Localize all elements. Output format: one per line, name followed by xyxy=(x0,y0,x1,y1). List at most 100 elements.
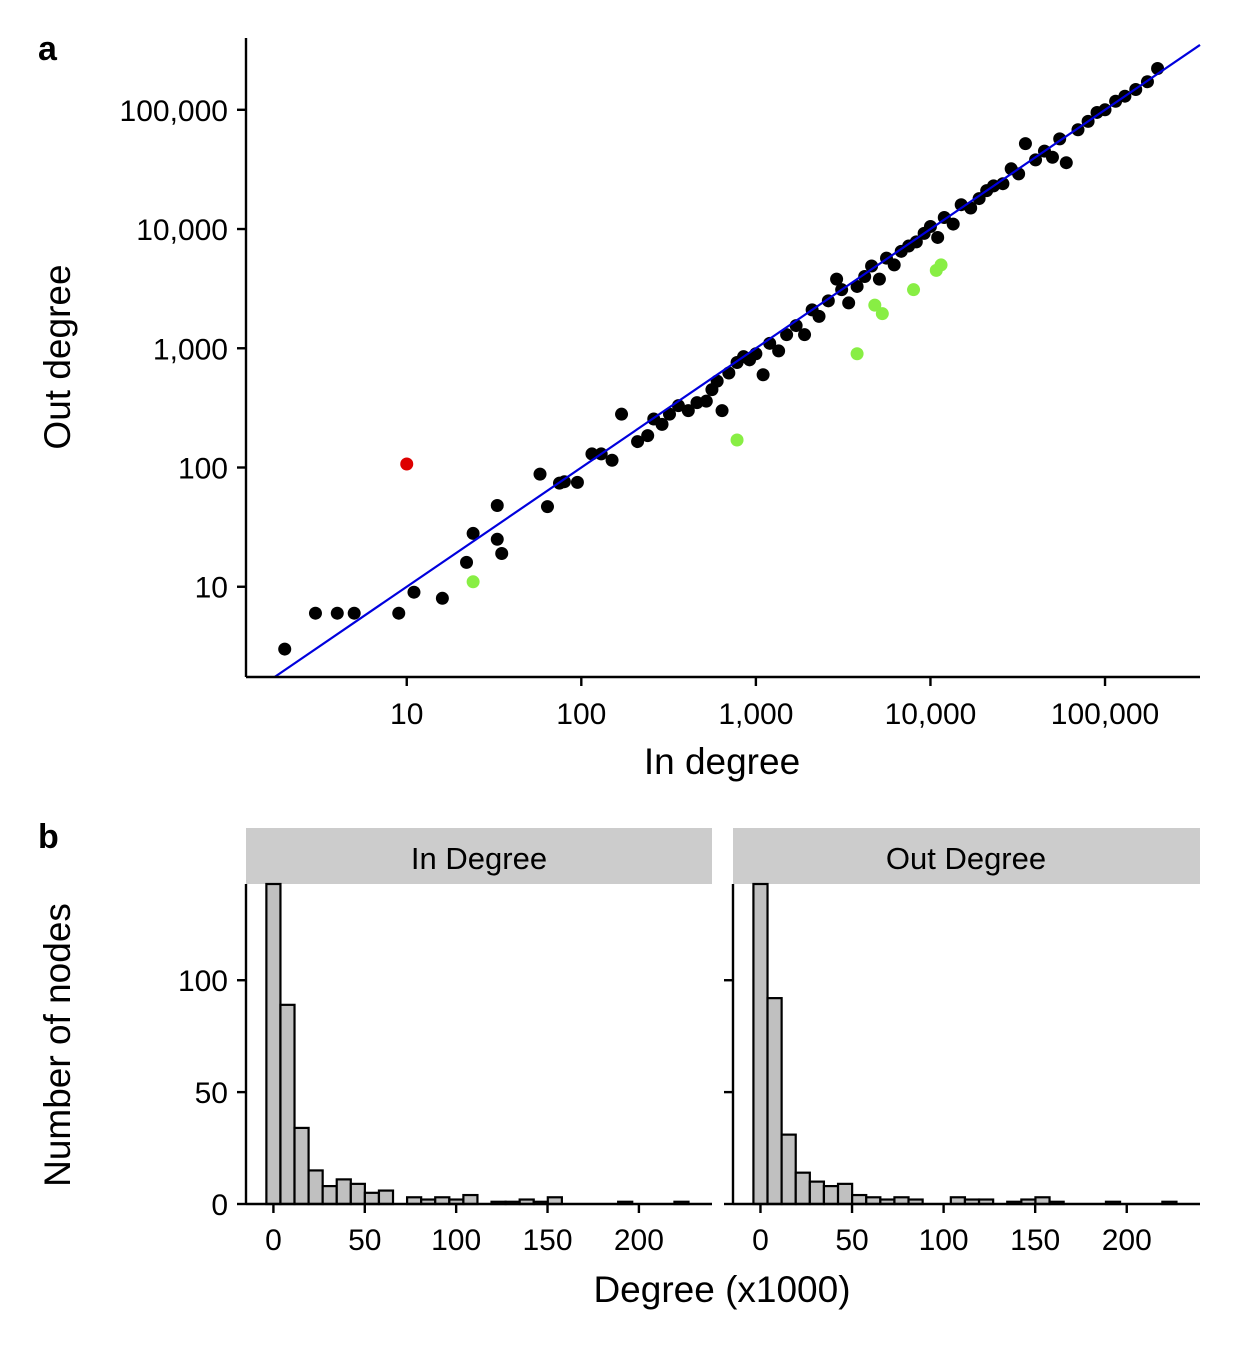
y-axis-title: Out degree xyxy=(37,264,78,449)
scatter-point xyxy=(1029,153,1043,167)
scatter-point xyxy=(772,344,786,358)
histogram-bars xyxy=(265,882,690,1206)
histogram-bar xyxy=(349,1182,366,1206)
scatter-point xyxy=(730,433,744,447)
scatter-point xyxy=(308,606,322,620)
scatter-point xyxy=(887,258,901,272)
scatter-point xyxy=(435,591,449,605)
facet-strip-in xyxy=(246,828,712,884)
y-tick-label: 10,000 xyxy=(136,214,228,247)
scatter-point xyxy=(875,307,889,321)
histogram-bar xyxy=(335,1178,352,1206)
panel-label-a: a xyxy=(38,30,58,68)
fit-line xyxy=(273,44,1201,678)
scatter-point xyxy=(830,272,844,286)
scatter-point xyxy=(722,366,736,380)
histogram-bar xyxy=(794,1171,811,1206)
scatter-point xyxy=(347,606,361,620)
scatter-point xyxy=(495,547,509,561)
scatter-point xyxy=(699,394,713,408)
y-ticks: 0 50 100 xyxy=(178,965,246,1222)
scatter-panel: 10 100 1,000 10,000 100,000 10 100 1,000 10,000… xyxy=(37,38,1201,782)
scatter-point xyxy=(681,404,695,418)
scatter-point xyxy=(907,283,921,297)
scatter-point xyxy=(931,230,945,244)
histogram-bar xyxy=(265,882,282,1206)
scatter-point xyxy=(490,532,504,546)
scatter-point xyxy=(540,500,554,514)
scatter-point xyxy=(909,235,923,249)
scatter-point xyxy=(615,407,629,421)
scatter-point xyxy=(533,467,547,481)
scatter-point xyxy=(570,475,584,489)
x-tick-label: 50 xyxy=(835,1224,868,1257)
scatter-point xyxy=(812,309,826,323)
y-tick-label: 50 xyxy=(195,1077,228,1110)
panel-label-b: b xyxy=(38,818,59,856)
histogram-bar xyxy=(752,882,769,1206)
histogram-bar xyxy=(293,1126,310,1206)
scatter-point xyxy=(330,606,344,620)
scatter-point xyxy=(605,453,619,467)
x-tick-label: 50 xyxy=(348,1224,381,1257)
scatter-point xyxy=(392,606,406,620)
scatter-point xyxy=(641,429,655,443)
y-tick-label: 100 xyxy=(178,965,228,998)
y-axis-title: Number of nodes xyxy=(37,903,78,1187)
y-tick-label: 100 xyxy=(178,453,228,486)
histogram-bar xyxy=(766,997,783,1206)
x-tick-label: 100 xyxy=(556,698,606,731)
scatter-point xyxy=(1045,150,1059,164)
histogram-bars xyxy=(752,882,1178,1206)
facet-title-in: In Degree xyxy=(411,841,547,876)
x-tick-label: 100 xyxy=(919,1224,969,1257)
y-tick-label: 0 xyxy=(211,1189,228,1222)
scatter-point xyxy=(850,279,864,293)
histogram-bar xyxy=(780,1133,797,1206)
scatter-point xyxy=(872,272,886,286)
x-ticks: 0 50 100 150 200 xyxy=(265,1204,664,1257)
x-tick-label: 150 xyxy=(522,1224,572,1257)
scatter-point xyxy=(400,457,414,471)
scatter-point xyxy=(1059,156,1073,170)
histogram-in-degree: In Degree 0 50 100 150 200 0 50 100 Number of … xyxy=(37,828,712,1257)
scatter-point xyxy=(655,417,669,431)
y-ticks xyxy=(724,979,733,1206)
x-tick-label: 150 xyxy=(1010,1224,1060,1257)
x-axis-title: In degree xyxy=(644,741,800,782)
y-tick-label: 100,000 xyxy=(120,95,228,128)
scatter-point xyxy=(715,404,729,418)
scatter-point xyxy=(490,499,504,513)
y-tick-label: 1,000 xyxy=(153,333,228,366)
histogram-bar xyxy=(808,1180,826,1206)
x-tick-label: 10,000 xyxy=(885,698,977,731)
x-tick-label: 10 xyxy=(390,698,423,731)
scatter-point xyxy=(466,526,480,540)
scatter-points xyxy=(278,61,1165,656)
scatter-point xyxy=(934,258,948,272)
scatter-point xyxy=(865,259,879,273)
x-ticks: 10 100 1,000 10,000 100,000 xyxy=(390,677,1159,731)
facet-title-out: Out Degree xyxy=(886,841,1046,876)
histogram-bar xyxy=(851,1193,868,1206)
x-tick-label: 0 xyxy=(752,1224,769,1257)
histogram-bar xyxy=(462,1193,479,1206)
histogram-out-degree: Out Degree 0 50 100 150 200 xyxy=(724,828,1200,1257)
scatter-point xyxy=(460,555,474,569)
histogram-bar xyxy=(377,1189,395,1206)
facet-strip-out xyxy=(733,828,1200,884)
scatter-point xyxy=(662,407,676,421)
scatter-point xyxy=(756,368,770,382)
scatter-point xyxy=(868,298,882,312)
scatter-point xyxy=(923,220,937,234)
histogram-bar xyxy=(836,1182,854,1206)
x-tick-label: 100 xyxy=(431,1224,481,1257)
scatter-point xyxy=(631,435,645,449)
scatter-point xyxy=(278,642,292,656)
scatter-point xyxy=(557,475,571,489)
scatter-point xyxy=(407,585,421,599)
x-tick-label: 100,000 xyxy=(1051,698,1159,731)
histogram-bar xyxy=(279,1003,296,1206)
scatter-point xyxy=(466,575,480,589)
x-tick-label: 200 xyxy=(614,1224,664,1257)
